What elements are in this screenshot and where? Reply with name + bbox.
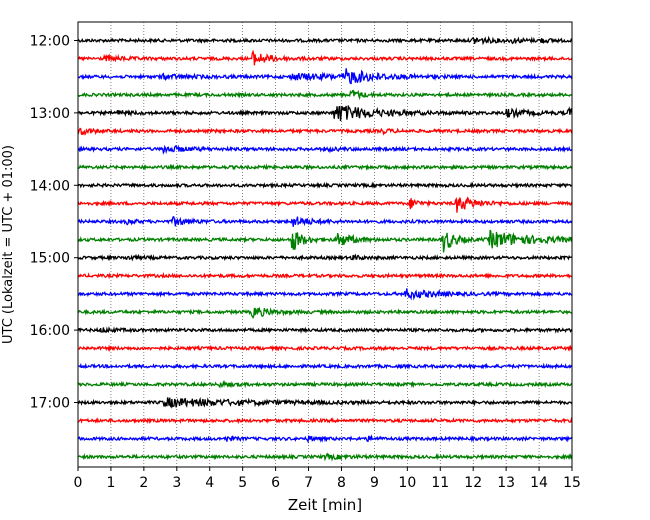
x-tick-label: 12 (464, 475, 482, 491)
trace-line (77, 326, 573, 334)
trace-line (77, 417, 573, 425)
trace-line (77, 215, 573, 227)
x-axis: 0 1 2 3 4 5 6 7 8 9 10 11 12 13 14 15 (74, 467, 581, 491)
plot-frame (77, 21, 573, 468)
y-tick-label: 12:00 (30, 34, 70, 50)
trace-line (77, 362, 573, 371)
trace-line (77, 163, 573, 172)
y-tick-label: 16:00 (30, 323, 70, 339)
trace-line (77, 452, 573, 462)
trace-line (77, 105, 573, 122)
x-axis-label: Zeit [min] (288, 496, 362, 514)
x-tick-label: 7 (304, 475, 313, 491)
x-tick-label: 13 (497, 475, 515, 491)
trace-line (77, 35, 573, 46)
trace-line (77, 271, 573, 280)
x-tick-label: 2 (139, 475, 148, 491)
trace-line (77, 89, 573, 101)
trace-line (77, 144, 573, 155)
x-tick-label: 8 (337, 475, 346, 491)
x-tick-label: 11 (431, 475, 449, 491)
x-tick-label: 9 (370, 475, 379, 491)
x-tick-label: 0 (74, 475, 83, 491)
y-tick-label: 14:00 (30, 178, 70, 194)
y-axis-label: UTC (Lokalzeit = UTC + 01:00) (1, 145, 16, 344)
x-tick-label: 4 (205, 475, 214, 491)
x-tick-label: 5 (238, 475, 247, 491)
trace-line (77, 181, 573, 190)
x-tick-label: 3 (172, 475, 181, 491)
trace-lines (77, 35, 573, 462)
trace-line (77, 229, 573, 253)
trace-line (77, 288, 573, 301)
trace-line (77, 380, 573, 389)
y-tick-label: 13:00 (30, 106, 70, 122)
x-tick-label: 15 (563, 475, 581, 491)
trace-line (77, 68, 573, 85)
y-tick-label: 15:00 (30, 251, 70, 267)
x-tick-label: 6 (271, 475, 280, 491)
x-tick-label: 1 (106, 475, 115, 491)
x-tick-label: 10 (398, 475, 416, 491)
y-axis: 12:00 13:00 14:00 15:00 16:00 17:00 (30, 34, 78, 412)
trace-line (77, 434, 573, 444)
trace-line (77, 253, 573, 262)
y-tick-label: 17:00 (30, 396, 70, 412)
trace-line (77, 127, 573, 136)
x-tick-label: 14 (530, 475, 548, 491)
trace-line (77, 196, 573, 213)
trace-line (77, 306, 573, 320)
trace-line (77, 396, 573, 409)
trace-line (77, 49, 573, 66)
trace-line (77, 344, 573, 353)
